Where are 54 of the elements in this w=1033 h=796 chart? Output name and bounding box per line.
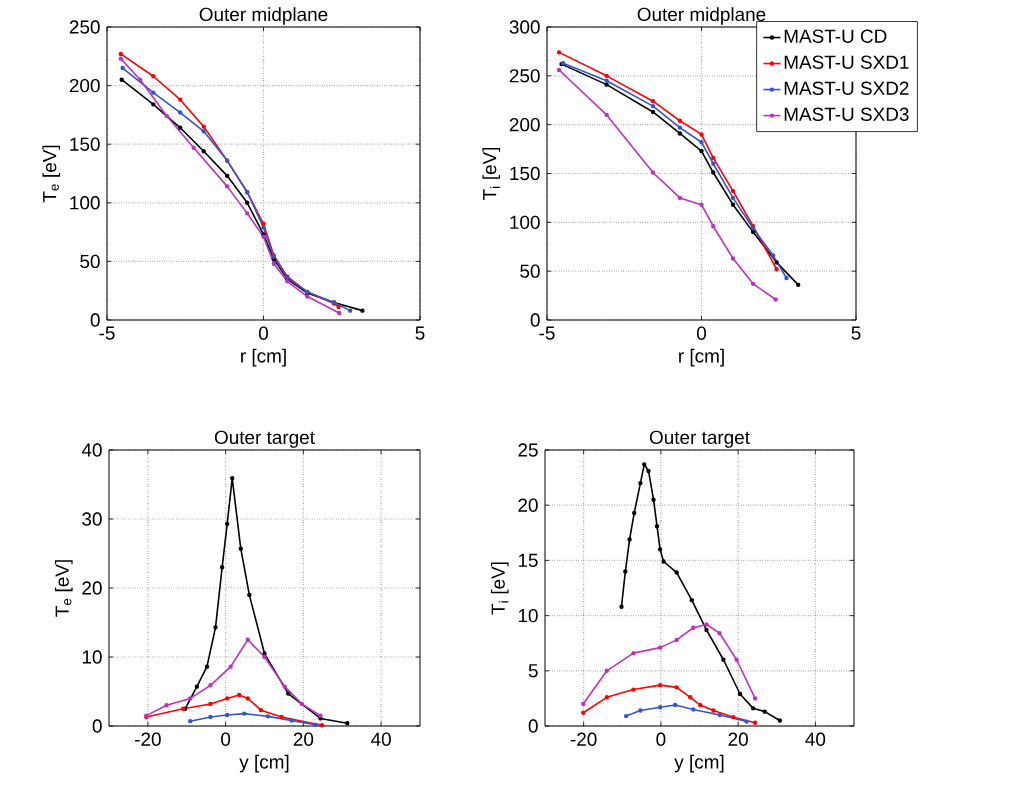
x-axis-title: y [cm] xyxy=(239,754,289,773)
x-tick-label: -20 xyxy=(570,732,597,746)
y-tick-label: 20 xyxy=(518,498,538,512)
y-axis-title: T$_{i}$ [eV] xyxy=(482,147,501,201)
y-tick-label: 200 xyxy=(69,78,100,93)
y-axis-title: T$_{e}$ [eV] xyxy=(42,145,61,203)
chart-title: Outer target xyxy=(214,430,315,448)
x-tick-label: 0 xyxy=(258,326,269,340)
chart-title: Outer midplane xyxy=(637,7,766,25)
y-tick-label: 50 xyxy=(520,264,540,278)
x-tick-label: 0 xyxy=(696,326,707,340)
y-tick-label: 150 xyxy=(70,137,100,151)
chart-title: Outer midplane xyxy=(199,7,328,25)
x-tick-label: -20 xyxy=(135,732,161,746)
y-axis-title: T$_{e}$ [eV] xyxy=(54,560,73,617)
legend-label: MAST-U SXD2 xyxy=(784,81,909,95)
x-axis-title: r [cm] xyxy=(241,348,286,367)
y-tick-label: 250 xyxy=(509,69,540,83)
y-tick-label: 0 xyxy=(90,313,100,327)
y-tick-label: 300 xyxy=(509,20,540,34)
y-axis-title: T$_{i}$ [eV] xyxy=(490,562,509,615)
y-tick-label: 0 xyxy=(528,719,538,733)
y-tick-label: 0 xyxy=(530,313,540,327)
x-tick-label: 20 xyxy=(728,732,748,746)
chart-title: Outer target xyxy=(649,430,750,448)
y-tick-label: 100 xyxy=(70,196,100,210)
x-tick-label: -5 xyxy=(99,326,115,340)
y-tick-label: 200 xyxy=(509,117,540,132)
y-tick-label: 15 xyxy=(518,553,538,568)
y-tick-label: 250 xyxy=(69,20,100,34)
y-tick-label: 0 xyxy=(92,719,102,733)
legend-label: MAST-U CD xyxy=(784,29,887,43)
y-tick-label: 30 xyxy=(82,512,102,526)
y-tick-label: 20 xyxy=(82,581,102,595)
x-axis-title: y [cm] xyxy=(674,754,724,773)
legend-label: MAST-U SXD3 xyxy=(784,107,909,121)
y-tick-label: 10 xyxy=(518,608,538,623)
y-tick-label: 50 xyxy=(80,254,100,269)
y-tick-label: 100 xyxy=(510,215,540,230)
y-tick-label: 150 xyxy=(510,166,540,181)
x-tick-label: 0 xyxy=(656,732,666,746)
x-tick-label: 40 xyxy=(805,732,826,746)
x-tick-label: 5 xyxy=(851,326,861,340)
x-tick-label: 20 xyxy=(293,732,314,746)
x-tick-label: 40 xyxy=(371,732,391,746)
x-tick-label: -5 xyxy=(539,326,555,340)
y-tick-label: 40 xyxy=(81,443,102,457)
y-tick-label: 25 xyxy=(518,443,538,457)
legend-label: MAST-U SXD1 xyxy=(784,55,909,69)
x-tick-label: 5 xyxy=(415,326,425,340)
x-axis-title: r [cm] xyxy=(679,348,724,367)
y-tick-label: 10 xyxy=(82,650,102,664)
y-tick-label: 5 xyxy=(528,664,538,678)
x-tick-label: 0 xyxy=(221,732,231,746)
